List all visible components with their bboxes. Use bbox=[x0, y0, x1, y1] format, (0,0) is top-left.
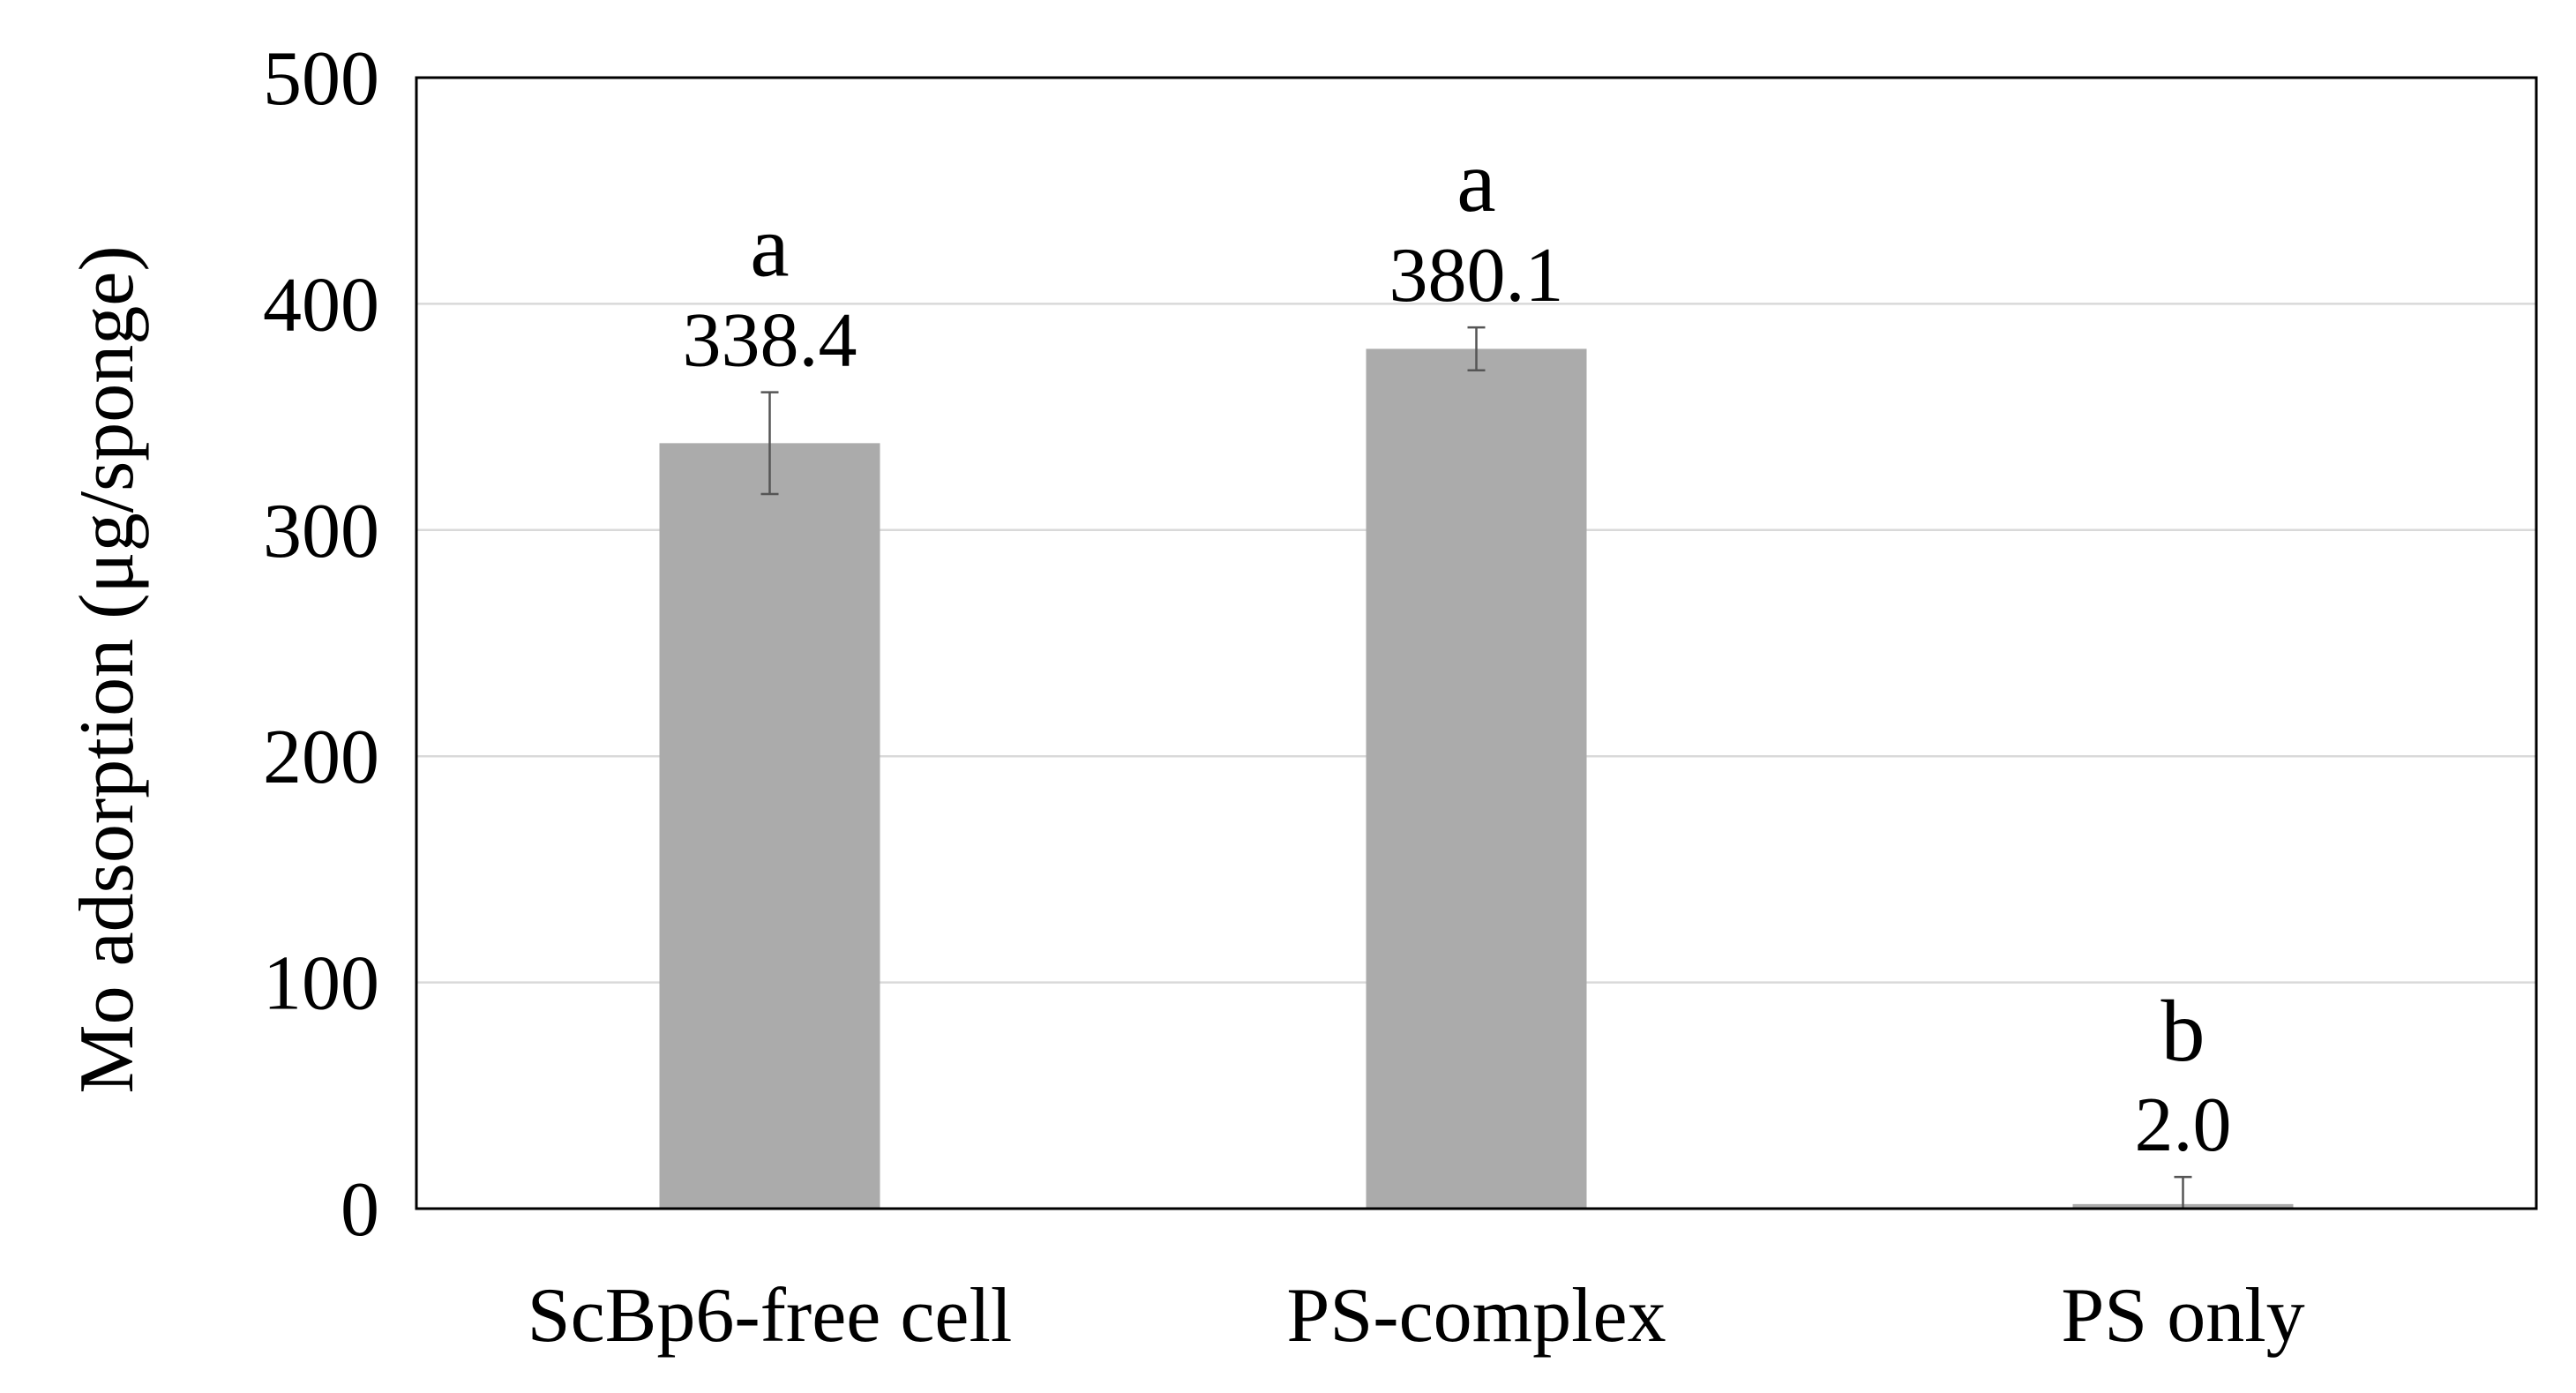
x-category-label: ScBp6-free cell bbox=[528, 1273, 1013, 1359]
bar bbox=[1366, 348, 1587, 1210]
x-category-label: PS only bbox=[2061, 1273, 2304, 1359]
y-axis-title: Mo adsorption (μg/sponge) bbox=[64, 245, 150, 1093]
y-tick-label: 0 bbox=[341, 1167, 379, 1253]
bar-value-label: 380.1 bbox=[1389, 233, 1564, 318]
significance-letter: b bbox=[2161, 982, 2205, 1080]
plot-area-frame bbox=[415, 76, 2538, 1210]
bar bbox=[659, 443, 880, 1209]
bar-value-label: 338.4 bbox=[683, 298, 857, 384]
x-category-label: PS-complex bbox=[1286, 1273, 1666, 1359]
y-tick-label: 400 bbox=[263, 262, 379, 348]
significance-letter: a bbox=[1456, 132, 1495, 230]
bar-value-label: 2.0 bbox=[2135, 1082, 2232, 1168]
significance-letter: a bbox=[750, 198, 789, 296]
y-tick-label: 500 bbox=[263, 36, 379, 122]
y-tick-label: 100 bbox=[263, 941, 379, 1027]
y-tick-label: 200 bbox=[263, 715, 379, 800]
y-tick-label: 300 bbox=[263, 489, 379, 574]
